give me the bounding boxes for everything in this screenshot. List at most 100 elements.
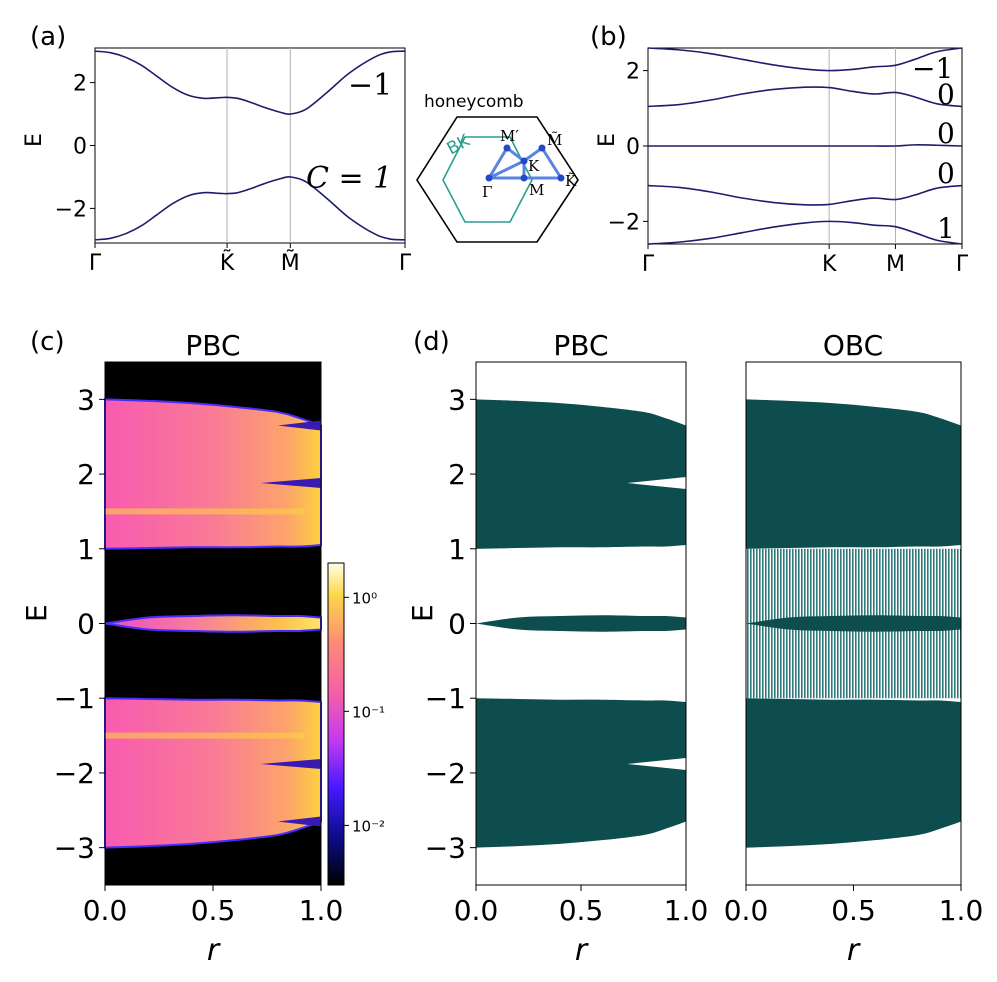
- panel-a-series: [94, 50, 406, 241]
- dos-band-1: [104, 614, 322, 633]
- dos-gap-1: [260, 758, 321, 769]
- xtick-label-0: 0.0: [83, 894, 128, 927]
- ytick-label-3: 0: [77, 608, 95, 641]
- panel-d-yticks: −3 −2 −1 0 1 2 3: [425, 383, 476, 865]
- panel-c-title: PBC: [185, 329, 240, 362]
- band-line-3: [647, 184, 963, 206]
- band-line-1: [94, 176, 406, 241]
- dos-ridge-0: [105, 508, 305, 515]
- ytick-label-6: 3: [77, 383, 95, 416]
- xtick-label-3: Γ: [956, 252, 969, 277]
- ytick-label-1: 0: [73, 135, 87, 160]
- bz-point-mtilde: [538, 144, 546, 152]
- panel-d-obc-title: OBC: [823, 329, 883, 362]
- panel-b: (b) −2 0 2 Γ K M Γ E −1 0 0 0 1: [590, 22, 969, 277]
- panel-d-label: (d): [413, 327, 450, 357]
- panel-c-ylabel: E: [20, 604, 53, 622]
- bz-path-outer: [523, 145, 564, 180]
- bz-bk-label: BK: [444, 130, 474, 159]
- panel-d-xticks: 0.0 0.5 1.0 0.0 0.5 1.0: [454, 885, 984, 927]
- band-line-4: [647, 220, 963, 245]
- ytick-label-0: −2: [55, 197, 87, 222]
- ytick-label-4: 1: [448, 533, 466, 566]
- obc-scatter-band-2: [746, 698, 961, 848]
- panel-b-label: (b): [590, 22, 627, 52]
- panel-b-yticks: −2 0 2: [608, 60, 648, 235]
- bz-label-ktilde: K̃: [565, 172, 577, 190]
- panel-c-bands: [104, 398, 322, 849]
- panel-d-pbc-xlabel: r: [575, 933, 589, 968]
- panel-b-series: [647, 47, 963, 245]
- xtick-label-1: 0.5: [191, 894, 236, 927]
- band-line-2: [648, 144, 963, 147]
- panel-a-vlines: [226, 48, 291, 243]
- pbc-scatter-band-1: [476, 615, 686, 632]
- bz-label-mtilde: M̃: [547, 131, 562, 149]
- obc-xtick-label-2: 1.0: [939, 894, 984, 927]
- xtick-label-3: Γ: [399, 251, 412, 276]
- panel-b-annotations: −1 0 0 0 1: [912, 52, 955, 245]
- colorbar-ticks: 10⁻² 10⁻¹ 10⁰: [344, 589, 385, 835]
- panel-a-annotation-top: −1: [348, 68, 392, 103]
- panel-a: (a) −2 0 2 Γ K̃ M̃ Γ E −1 C = 1: [22, 22, 412, 276]
- pbc-xtick-label-1: 0.5: [559, 894, 604, 927]
- pbc-scatter-band-2: [476, 698, 686, 848]
- dos-band-0: [104, 398, 322, 550]
- cbar-tick-label-2: 10⁰: [352, 589, 377, 607]
- bz-title: honeycomb: [424, 92, 524, 112]
- bz-point-k: [520, 157, 528, 165]
- bz-point-m: [520, 174, 528, 182]
- panel-a-yticks: −2 0 2: [55, 72, 95, 222]
- bz-label-k: K: [528, 157, 540, 175]
- obc-scatter-band-1: [746, 615, 961, 632]
- band-line-1: [647, 86, 963, 108]
- panel-a-label: (a): [30, 22, 66, 52]
- bz-points: [485, 144, 565, 182]
- colorbar: [327, 562, 345, 886]
- xtick-label-2: M̃: [281, 250, 300, 276]
- xtick-label-1: K̃: [220, 250, 235, 276]
- dos-gap-0: [260, 478, 321, 489]
- dos-gap-2: [277, 420, 321, 431]
- ytick-label-2: −1: [54, 682, 95, 715]
- panel-b-ylabel: E: [595, 133, 620, 147]
- xtick-label-2: 1.0: [299, 894, 344, 927]
- xtick-label-0: Γ: [642, 252, 655, 277]
- ytick-label-0: −3: [425, 832, 466, 865]
- ytick-label-4: 1: [77, 533, 95, 566]
- panel-d: (d) PBC OBC −3 −2 −1 0 1 2 3 0.0 0.5 1.0 0.0 0.5 1.…: [406, 327, 983, 968]
- panel-b-annotation-4: 0: [937, 157, 955, 190]
- panel-c-xlabel: r: [207, 933, 221, 968]
- bz-label-mprime: M′: [500, 127, 519, 145]
- ytick-label-1: −2: [54, 757, 95, 790]
- band-line-0: [647, 47, 963, 72]
- xtick-label-2: M: [886, 252, 905, 277]
- dos-ridge-1: [105, 732, 305, 739]
- ytick-label-5: 2: [77, 458, 95, 491]
- panel-b-annotation-5: 1: [937, 212, 955, 245]
- panel-d-pbc-title: PBC: [553, 329, 608, 362]
- cbar-tick-label-1: 10⁻¹: [352, 703, 385, 721]
- panel-d-obc-xlabel: r: [847, 933, 861, 968]
- bz-inner-hexagon: [442, 136, 533, 223]
- bz-point-gamma: [485, 174, 493, 182]
- panel-a-annotation-chern: C = 1: [306, 161, 392, 196]
- bz-label-gamma: Γ: [482, 183, 492, 201]
- band-line-0: [94, 50, 406, 115]
- panel-b-annotation-1: −1: [912, 52, 953, 85]
- panel-c-xticks: 0.0 0.5 1.0: [83, 885, 344, 927]
- pbc-gap-0: [627, 477, 686, 490]
- panel-c-yticks: −3 −2 −1 0 1 2 3: [54, 383, 105, 865]
- ytick-label-6: 3: [448, 383, 466, 416]
- ytick-label-2: 2: [626, 60, 640, 85]
- ytick-label-5: 2: [448, 458, 466, 491]
- panel-d-obc-scatter: [746, 399, 961, 848]
- ytick-label-1: −2: [425, 757, 466, 790]
- bz-outer-hexagon: [416, 116, 579, 243]
- panel-a-xticks: Γ K̃ M̃ Γ: [89, 243, 412, 276]
- xtick-label-0: Γ: [89, 251, 102, 276]
- bz-labels: M′ M̃ K K̃ Γ M: [482, 127, 577, 201]
